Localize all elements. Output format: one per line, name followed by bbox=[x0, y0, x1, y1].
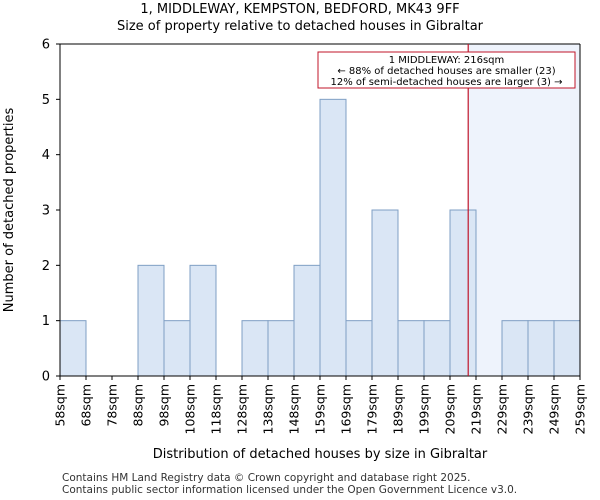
x-tick-label: 148sqm bbox=[287, 384, 302, 434]
histogram-bar bbox=[241, 320, 269, 377]
x-tick-label: 88sqm bbox=[131, 384, 146, 427]
annotation-text: ← 88% of detached houses are smaller (23… bbox=[337, 66, 555, 77]
x-tick-label: 98sqm bbox=[157, 384, 172, 427]
histogram-bar bbox=[423, 320, 451, 377]
x-tick-label: 68sqm bbox=[79, 384, 94, 427]
x-tick-label: 179sqm bbox=[365, 384, 380, 434]
x-axis-label: Distribution of detached houses by size … bbox=[153, 447, 488, 462]
y-tick-label: 3 bbox=[42, 204, 50, 219]
y-tick-label: 6 bbox=[42, 38, 50, 53]
x-tick-label: 239sqm bbox=[521, 384, 536, 434]
x-tick-label: 159sqm bbox=[313, 384, 328, 434]
annotation-box bbox=[317, 51, 576, 89]
histogram-bar bbox=[553, 320, 581, 377]
histogram-bar bbox=[137, 264, 165, 377]
histogram-bar bbox=[527, 320, 555, 377]
histogram-bar bbox=[189, 264, 217, 377]
y-tick-label: 0 bbox=[42, 370, 50, 385]
histogram-bar bbox=[501, 320, 529, 377]
histogram-bar bbox=[397, 320, 425, 377]
histogram-bar bbox=[371, 209, 399, 377]
footer-copyright: Contains HM Land Registry data © Crown c… bbox=[62, 472, 471, 484]
chart-title: 1, MIDDLEWAY, KEMPSTON, BEDFORD, MK43 9F… bbox=[140, 2, 460, 17]
y-tick-label: 1 bbox=[42, 314, 50, 329]
x-tick-label: 189sqm bbox=[391, 384, 406, 434]
annotation-text: 1 MIDDLEWAY: 216sqm bbox=[389, 55, 505, 66]
x-tick-label: 169sqm bbox=[339, 384, 354, 434]
histogram-bar bbox=[319, 98, 347, 377]
annotation-text: 12% of semi-detached houses are larger (… bbox=[330, 77, 562, 88]
footer-licence: Contains public sector information licen… bbox=[62, 484, 518, 496]
histogram-bar bbox=[293, 264, 321, 377]
x-tick-label: 229sqm bbox=[495, 384, 510, 434]
histogram-bar bbox=[267, 320, 295, 377]
y-tick-label: 2 bbox=[42, 259, 50, 274]
x-tick-label: 138sqm bbox=[261, 384, 276, 434]
y-tick-label: 4 bbox=[42, 148, 50, 163]
histogram-bar bbox=[163, 320, 191, 377]
x-tick-label: 219sqm bbox=[469, 384, 484, 434]
x-tick-label: 58sqm bbox=[53, 384, 68, 427]
x-tick-label: 209sqm bbox=[443, 384, 458, 434]
x-tick-label: 128sqm bbox=[235, 384, 250, 434]
chart-subtitle: Size of property relative to detached ho… bbox=[116, 19, 484, 34]
x-tick-label: 78sqm bbox=[105, 384, 120, 427]
histogram-bar bbox=[59, 320, 87, 377]
x-tick-label: 259sqm bbox=[573, 384, 588, 434]
histogram-bar bbox=[449, 209, 477, 377]
x-tick-label: 108sqm bbox=[183, 384, 198, 434]
x-tick-label: 199sqm bbox=[417, 384, 432, 434]
y-tick-label: 5 bbox=[42, 93, 50, 108]
x-tick-label: 118sqm bbox=[209, 384, 224, 434]
y-axis-label: Number of detached properties bbox=[2, 108, 17, 313]
histogram-bar bbox=[345, 320, 373, 377]
x-tick-label: 249sqm bbox=[547, 384, 562, 434]
